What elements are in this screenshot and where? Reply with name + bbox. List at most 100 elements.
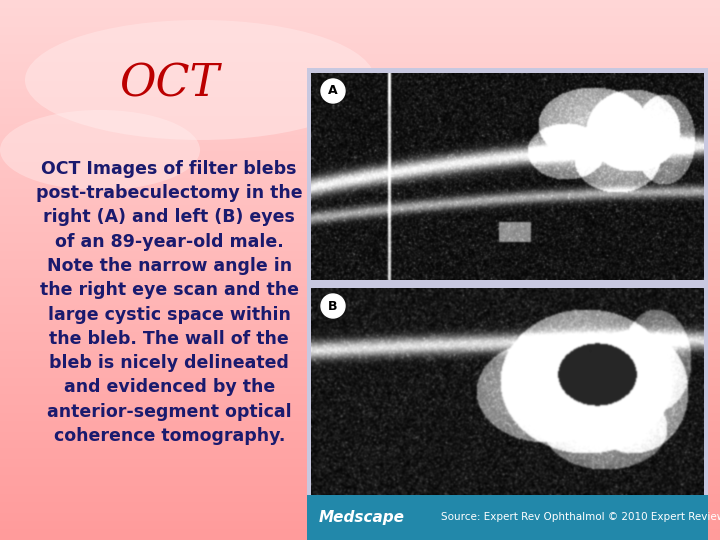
Bar — [0, 491, 720, 494]
Bar — [0, 97, 720, 100]
Bar — [311, 288, 704, 495]
Bar — [0, 456, 720, 459]
Bar — [0, 524, 720, 526]
Bar — [0, 416, 720, 418]
Bar — [0, 529, 720, 532]
Bar — [0, 510, 720, 513]
Bar — [0, 300, 720, 302]
Bar — [0, 464, 720, 467]
Bar — [0, 470, 720, 472]
Circle shape — [321, 294, 345, 318]
Bar — [0, 68, 720, 70]
Bar — [0, 170, 720, 173]
Bar — [0, 286, 720, 289]
Bar — [0, 486, 720, 489]
Bar — [0, 462, 720, 464]
Bar — [0, 516, 720, 518]
Bar — [0, 235, 720, 238]
Bar — [0, 35, 720, 38]
Bar — [0, 54, 720, 57]
Bar — [0, 294, 720, 297]
Bar — [0, 40, 720, 43]
Bar — [0, 89, 720, 92]
Bar — [0, 76, 720, 78]
Bar — [0, 432, 720, 435]
Bar — [0, 424, 720, 427]
Bar — [0, 437, 720, 440]
Bar — [0, 176, 720, 178]
Bar — [0, 351, 720, 354]
Bar — [0, 251, 720, 254]
Bar — [0, 213, 720, 216]
Bar — [0, 313, 720, 316]
Bar — [0, 467, 720, 470]
Bar — [0, 340, 720, 343]
Bar — [0, 472, 720, 475]
Bar — [0, 359, 720, 362]
Bar — [0, 186, 720, 189]
Bar — [0, 246, 720, 248]
Bar — [0, 321, 720, 324]
Bar — [0, 119, 720, 122]
Bar — [0, 51, 720, 54]
Bar — [0, 130, 720, 132]
Bar — [0, 405, 720, 408]
Ellipse shape — [25, 20, 375, 140]
Bar — [0, 73, 720, 76]
Bar — [0, 446, 720, 448]
Bar — [0, 459, 720, 462]
Bar — [0, 278, 720, 281]
Bar — [0, 270, 720, 273]
Bar — [0, 94, 720, 97]
Bar — [307, 495, 708, 540]
Bar — [0, 254, 720, 256]
Bar — [0, 14, 720, 16]
Bar — [0, 248, 720, 251]
Bar — [0, 378, 720, 381]
Bar — [0, 113, 720, 116]
Bar — [0, 111, 720, 113]
Bar — [0, 24, 720, 27]
Bar — [0, 440, 720, 443]
Bar — [0, 262, 720, 265]
Bar — [0, 227, 720, 229]
Bar — [0, 410, 720, 413]
Bar — [0, 256, 720, 259]
Bar — [0, 148, 720, 151]
Bar — [0, 173, 720, 176]
Bar — [0, 413, 720, 416]
Bar — [0, 526, 720, 529]
Bar — [0, 367, 720, 370]
Bar — [0, 394, 720, 397]
Bar — [0, 211, 720, 213]
Bar — [0, 418, 720, 421]
Bar — [0, 81, 720, 84]
Bar — [0, 122, 720, 124]
Bar — [0, 216, 720, 219]
Bar — [0, 389, 720, 392]
Bar — [0, 402, 720, 405]
Bar — [0, 324, 720, 327]
Bar — [0, 497, 720, 500]
Bar — [0, 500, 720, 502]
Bar — [0, 86, 720, 89]
Text: OCT Images of filter blebs
post-trabeculectomy in the
right (A) and left (B) eye: OCT Images of filter blebs post-trabecul… — [36, 160, 302, 445]
Bar — [0, 178, 720, 181]
Bar — [0, 308, 720, 310]
Bar — [0, 281, 720, 284]
Bar — [0, 489, 720, 491]
Bar — [0, 451, 720, 454]
Bar — [0, 475, 720, 478]
Bar — [0, 421, 720, 424]
Bar — [0, 59, 720, 62]
Bar — [0, 364, 720, 367]
Bar — [0, 140, 720, 143]
Bar — [0, 124, 720, 127]
Bar — [0, 429, 720, 432]
Bar — [0, 348, 720, 351]
Bar — [0, 154, 720, 157]
Bar — [0, 92, 720, 94]
Bar — [0, 435, 720, 437]
Text: Source: Expert Rev Ophthalmol © 2010 Expert Reviews Ltd: Source: Expert Rev Ophthalmol © 2010 Exp… — [441, 512, 720, 523]
Bar — [0, 302, 720, 305]
